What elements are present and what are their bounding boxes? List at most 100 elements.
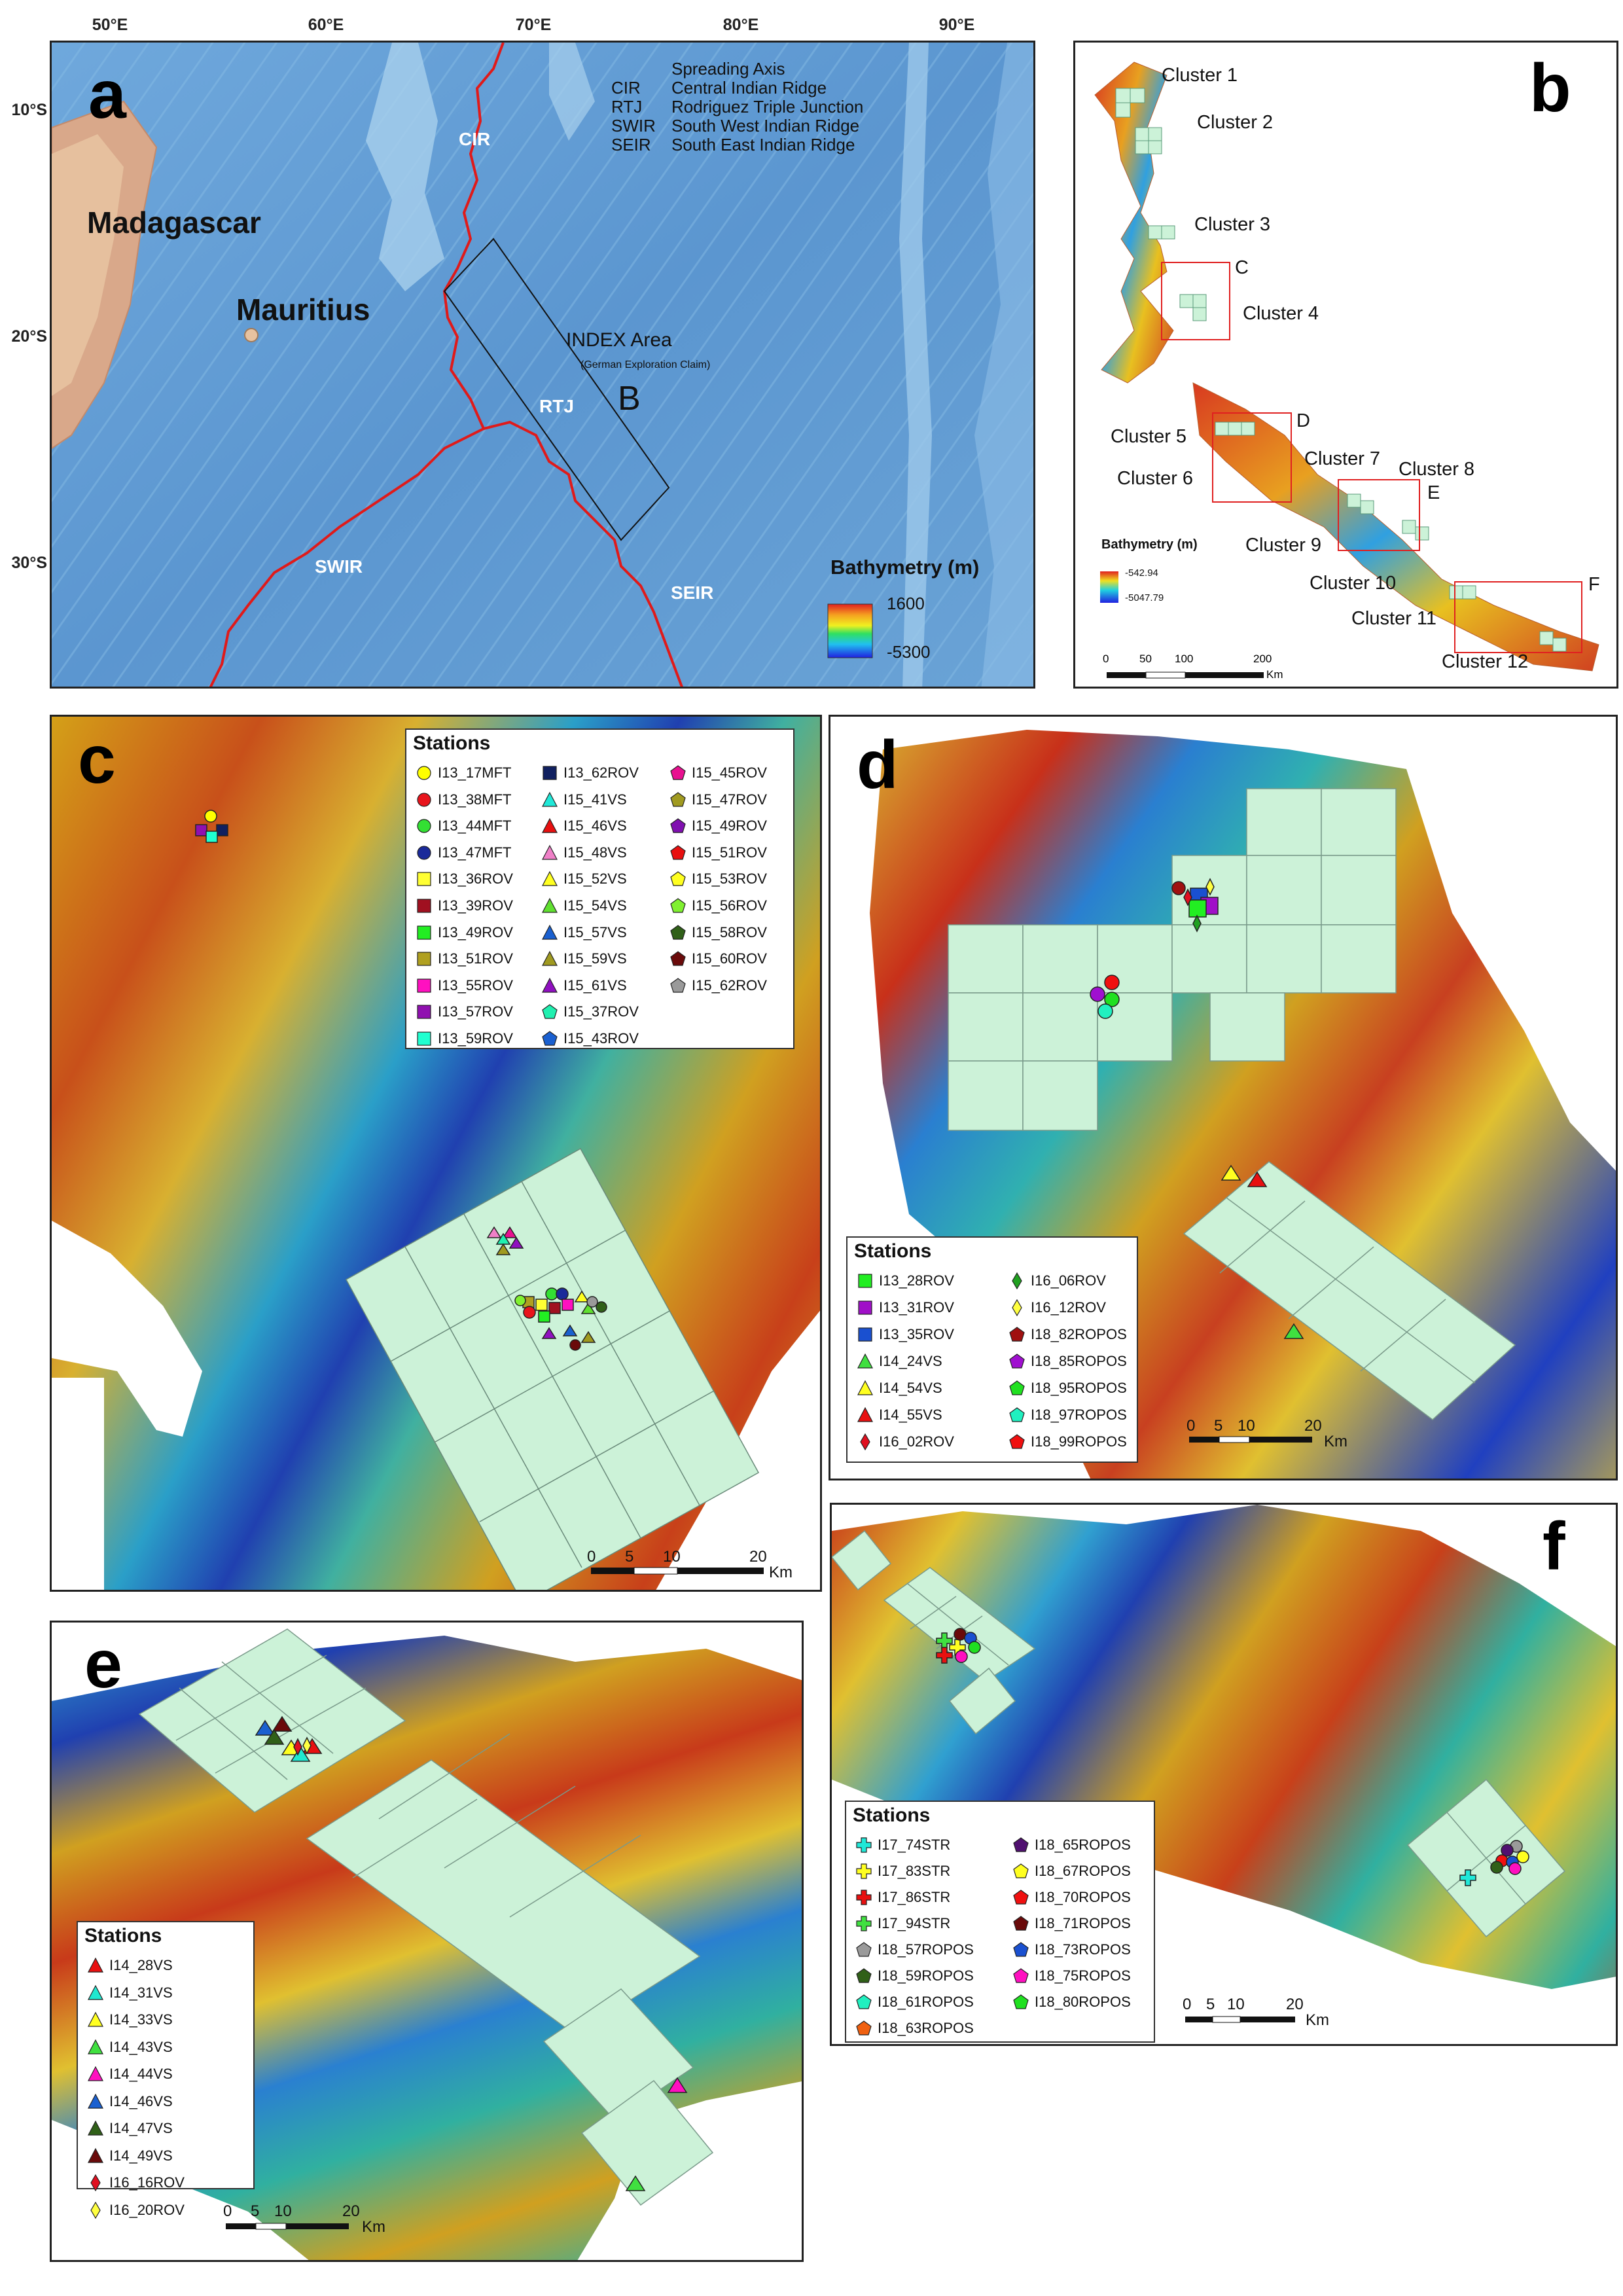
legend-entry: I15_47ROV bbox=[669, 788, 767, 812]
legend-entry: I13_28ROV bbox=[857, 1269, 954, 1293]
legend-entry: I14_44VS bbox=[87, 2062, 173, 2086]
legend-entry-label: I16_06ROV bbox=[1031, 1272, 1106, 1289]
cluster-label-7: Cluster 7 bbox=[1304, 448, 1381, 469]
cluster-grid-d-lower bbox=[1183, 1161, 1516, 1420]
scale-tick: 5 bbox=[1206, 1996, 1215, 2013]
legend-entry: I18_59ROPOS bbox=[855, 1964, 974, 1988]
legend-entry: I18_70ROPOS bbox=[1012, 1886, 1131, 1909]
legend-title-d: Stations bbox=[854, 1240, 932, 1262]
cluster-label-6: Cluster 6 bbox=[1117, 468, 1194, 489]
station-diamond-icon bbox=[860, 1433, 870, 1450]
legend-entry-label: I18_70ROPOS bbox=[1035, 1889, 1131, 1905]
legend-entry-label: I16_20ROV bbox=[109, 2201, 185, 2218]
station-pentagon-icon bbox=[1009, 1434, 1025, 1449]
station-cross-icon bbox=[856, 1863, 872, 1879]
seafloor-texture bbox=[52, 43, 1033, 687]
cluster-label-10: Cluster 10 bbox=[1310, 573, 1397, 594]
panel-label-e: e bbox=[84, 1626, 122, 1702]
station-pentagon-icon bbox=[670, 978, 686, 993]
station-triangle-icon bbox=[88, 2066, 103, 2081]
legend-entry: I18_97ROPOS bbox=[1008, 1403, 1127, 1427]
station-square-icon bbox=[543, 766, 557, 780]
station-triangle-icon bbox=[857, 1407, 873, 1422]
legend-entry-label: I15_57VS bbox=[563, 924, 627, 941]
scale-tick: 20 bbox=[342, 2202, 360, 2220]
cluster-label-8: Cluster 8 bbox=[1399, 459, 1475, 480]
scale-tick: 0 bbox=[1186, 1417, 1196, 1435]
station-pentagon-icon bbox=[670, 845, 686, 860]
panel-f-svg bbox=[832, 1505, 1616, 2023]
legend-entry-label: I15_52VS bbox=[563, 870, 627, 888]
key-desc: Spreading Axis bbox=[671, 59, 785, 79]
lon-tick-90e: 90°E bbox=[938, 16, 975, 34]
legend-entry-label: I18_97ROPOS bbox=[1031, 1407, 1127, 1423]
bathymetry-max: 1600 bbox=[887, 594, 925, 613]
station-pentagon-icon bbox=[1013, 1968, 1029, 1983]
inset-box-label-d: D bbox=[1296, 410, 1310, 431]
legend-entry: I15_45ROV bbox=[669, 761, 767, 785]
lon-tick-50e: 50°E bbox=[92, 16, 128, 34]
cluster-grid-c bbox=[345, 1147, 760, 1590]
panel-label-d: d bbox=[857, 727, 899, 803]
legend-entry: I13_47MFT bbox=[416, 841, 512, 865]
legend-entry-label: I17_86STR bbox=[878, 1889, 951, 1905]
legend-entry: I16_02ROV bbox=[857, 1430, 954, 1454]
legend-entry: I15_48VS bbox=[541, 841, 627, 865]
scale-unit: Km bbox=[1324, 1433, 1347, 1450]
key-abbr: CIR bbox=[611, 78, 641, 98]
place-label-madagascar: Madagascar bbox=[87, 206, 261, 240]
scale-tick: 10 bbox=[274, 2202, 292, 2220]
legend-entry-label: I13_51ROV bbox=[438, 950, 513, 967]
key-abbr: RTJ bbox=[611, 97, 643, 117]
chagos-ridge bbox=[549, 43, 595, 141]
scale-bar-c bbox=[591, 1567, 764, 1575]
panel-label-c: c bbox=[78, 722, 116, 798]
legend-entry: I14_28VS bbox=[87, 1954, 173, 1977]
panel-f-cluster-map: f Stations I17_74STR I17_83STR I17_86STR I1… bbox=[830, 1503, 1618, 2046]
scale-tick: 20 bbox=[1286, 1996, 1304, 2013]
station-pentagon-icon bbox=[856, 2020, 872, 2036]
station-diamond-icon bbox=[90, 2174, 101, 2191]
cluster-label-1: Cluster 1 bbox=[1162, 65, 1238, 86]
scale-tick: 0 bbox=[1103, 653, 1109, 665]
bathymetry-min-b: -5047.79 bbox=[1125, 592, 1164, 603]
legend-entry: I16_16ROV bbox=[87, 2171, 185, 2195]
scale-tick: 5 bbox=[1214, 1417, 1223, 1435]
scale-tick: 5 bbox=[251, 2202, 260, 2220]
bathymetry-terrain-f bbox=[832, 1505, 1616, 1989]
legend-entry-label: I13_35ROV bbox=[879, 1326, 954, 1342]
legend-entry-label: I15_48VS bbox=[563, 844, 627, 861]
legend-entry: I15_41VS bbox=[541, 788, 627, 812]
legend-entry: I13_49ROV bbox=[416, 921, 513, 944]
lon-tick-60e: 60°E bbox=[308, 16, 344, 34]
legend-entry-label: I15_59VS bbox=[563, 950, 627, 967]
station-pentagon-icon bbox=[856, 1942, 872, 1957]
station-triangle-icon bbox=[857, 1380, 873, 1395]
station-circle-icon bbox=[417, 766, 431, 780]
key-desc: South West Indian Ridge bbox=[671, 116, 860, 135]
legend-entry: I13_59ROV bbox=[416, 1027, 513, 1050]
station-pentagon-icon bbox=[542, 1004, 558, 1019]
legend-entry-label: I14_54VS bbox=[879, 1380, 942, 1396]
lon-tick-80e: 80°E bbox=[722, 16, 759, 34]
legend-entry-label: I14_43VS bbox=[109, 2038, 173, 2055]
scale-tick: 50 bbox=[1139, 653, 1152, 665]
overview-map-svg bbox=[52, 43, 1033, 687]
panel-label-f: f bbox=[1543, 1509, 1565, 1585]
key-abbr: SEIR bbox=[611, 135, 651, 154]
stations-legend-c: Stations I13_17MFT I13_38MFT I13_44MFT I13_… bbox=[405, 728, 794, 1049]
legend-entry-label: I18_73ROPOS bbox=[1035, 1941, 1131, 1958]
scale-unit: Km bbox=[362, 2218, 385, 2236]
legend-entry-label: I14_24VS bbox=[879, 1353, 942, 1369]
legend-entry-label: I13_49ROV bbox=[438, 924, 513, 941]
legend-entry: I13_44MFT bbox=[416, 814, 512, 838]
legend-entry: I17_83STR bbox=[855, 1859, 950, 1883]
panel-e-cluster-map: e Stations I14_28VS I14_31VS I14_33VS I14_4… bbox=[50, 1621, 804, 2262]
legend-entry-label: I14_49VS bbox=[109, 2147, 173, 2164]
scale-tick: 10 bbox=[1238, 1417, 1255, 1435]
legend-entry: I13_36ROV bbox=[416, 867, 513, 891]
legend-entry-label: I18_65ROPOS bbox=[1035, 1837, 1131, 1853]
legend-entry: I14_24VS bbox=[857, 1350, 942, 1373]
legend-entry: I13_51ROV bbox=[416, 947, 513, 971]
panel-b-index-area-map: b Cluster 1 Cluster 2 Cluster 3 Cluster … bbox=[1073, 41, 1618, 689]
